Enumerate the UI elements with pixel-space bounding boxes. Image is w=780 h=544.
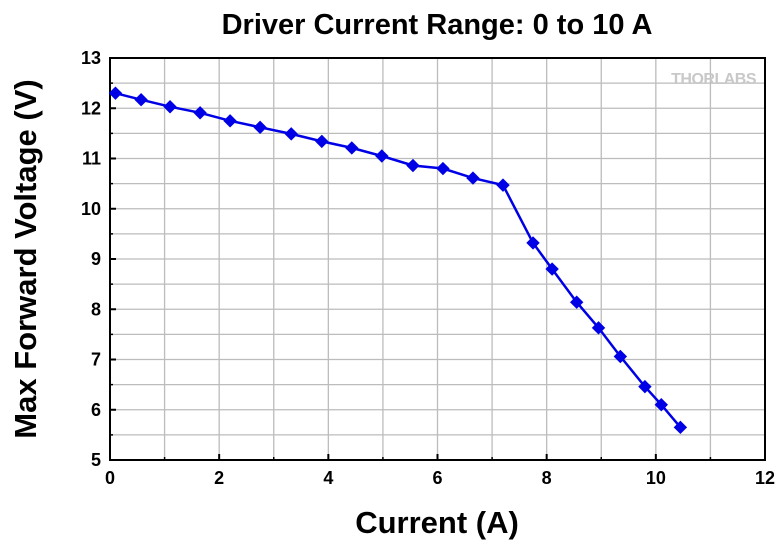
- series-line: [115, 91, 682, 429]
- y-tick-label: 11: [82, 149, 101, 169]
- data-point-marker: [436, 161, 450, 176]
- data-point-marker: [375, 149, 389, 163]
- data-point-marker: [569, 295, 584, 309]
- y-axis-title: Max Forward Voltage (V): [8, 79, 43, 438]
- data-point-marker: [526, 236, 540, 250]
- data-point-marker: [673, 420, 688, 435]
- data-point-marker: [345, 141, 359, 155]
- x-tick-label: 0: [105, 468, 115, 488]
- y-tick-label: 5: [91, 450, 101, 470]
- gridlines: [110, 58, 765, 460]
- data-point-marker: [654, 398, 668, 412]
- data-point-marker: [315, 134, 329, 149]
- data-point-marker: [591, 321, 606, 335]
- data-point-marker: [545, 262, 559, 276]
- y-tick-label: 10: [81, 199, 101, 219]
- data-point-marker: [406, 158, 420, 173]
- data-point-marker: [223, 114, 237, 128]
- data-point-marker: [613, 349, 628, 364]
- x-tick-label: 12: [755, 468, 775, 488]
- chart-title: Driver Current Range: 0 to 10 A: [222, 9, 653, 41]
- data-point-marker: [163, 100, 177, 114]
- x-tick-label: 2: [214, 468, 224, 488]
- axis-ticks: 0 2 4 6 8 10 12 5 6 7 8 9 10 11 12 13: [81, 48, 775, 488]
- data-point-marker: [134, 93, 148, 107]
- x-tick-label: 8: [542, 468, 552, 488]
- data-point-marker: [284, 127, 298, 141]
- data-point-marker: [496, 178, 510, 192]
- data-point-marker: [108, 86, 123, 100]
- x-tick-label: 6: [432, 468, 442, 488]
- y-tick-label: 12: [81, 98, 101, 118]
- data-point-marker: [253, 120, 267, 135]
- x-tick-label: 4: [323, 468, 333, 488]
- data-point-marker: [466, 171, 480, 185]
- y-tick-label: 9: [91, 249, 101, 269]
- y-tick-label: 8: [91, 299, 101, 319]
- y-tick-label: 7: [91, 350, 101, 370]
- y-tick-label: 13: [81, 48, 101, 68]
- series-layer: [108, 86, 688, 435]
- y-tick-label: 6: [91, 400, 101, 420]
- x-tick-label: 10: [646, 468, 666, 488]
- thorlabs-watermark: THORLABS: [671, 71, 757, 88]
- data-point-marker: [193, 106, 207, 120]
- data-point-marker: [638, 379, 652, 394]
- x-axis-title: Current (A): [355, 505, 519, 540]
